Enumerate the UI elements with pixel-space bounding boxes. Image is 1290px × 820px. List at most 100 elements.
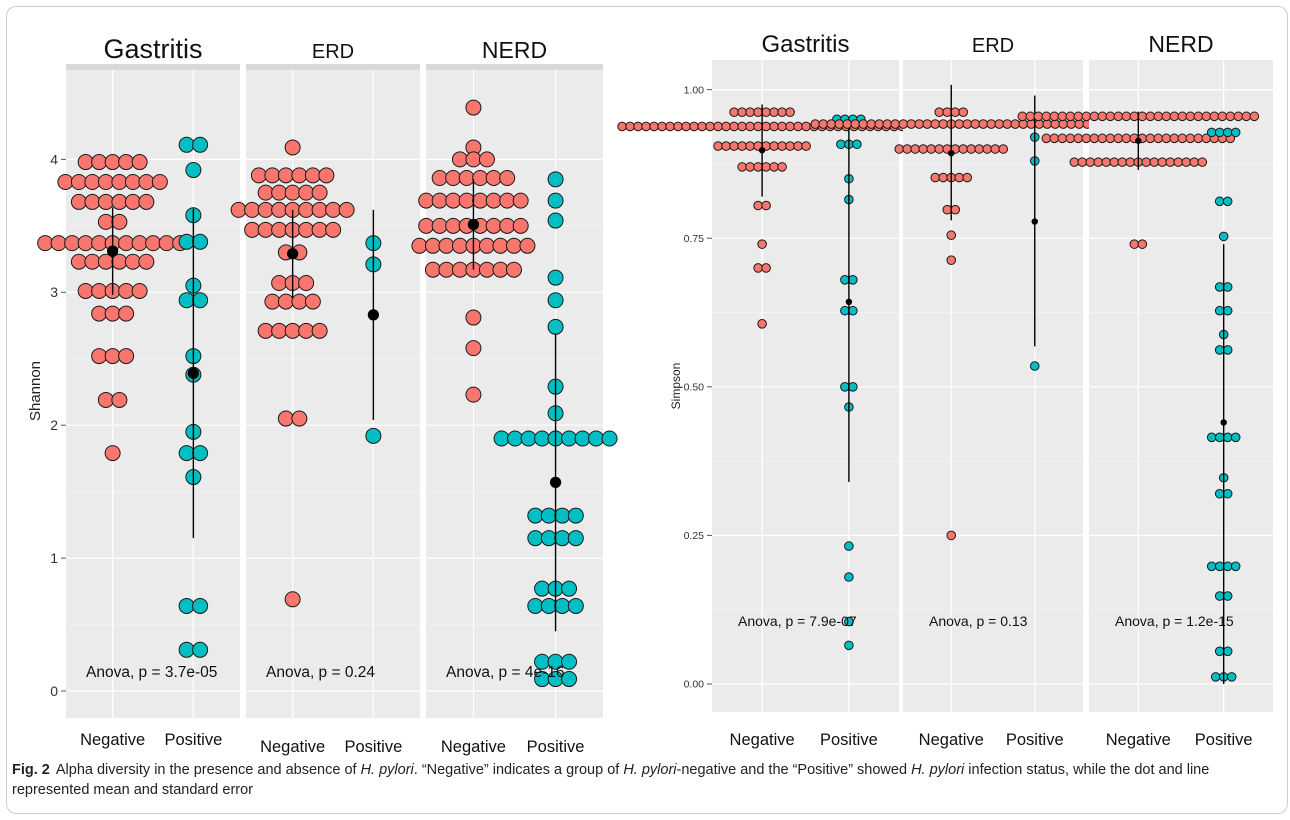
shannon-point-positive bbox=[547, 171, 564, 188]
shannon-point-positive bbox=[178, 641, 195, 658]
simpson-point-negative bbox=[1065, 111, 1076, 122]
shannon-point-positive bbox=[574, 430, 591, 447]
simpson-mean-point-negative bbox=[948, 149, 955, 157]
shannon-mean-point-positive bbox=[549, 476, 562, 488]
simpson-point-negative bbox=[1161, 133, 1172, 144]
simpson-point-positive bbox=[1214, 127, 1225, 138]
simpson-point-negative bbox=[1034, 119, 1045, 129]
simpson-point-positive bbox=[1226, 672, 1237, 682]
caption-label: Fig. 2 bbox=[12, 762, 50, 778]
shannon-point-negative bbox=[50, 235, 67, 252]
shannon-point-negative bbox=[77, 235, 94, 252]
shannon-point-negative bbox=[138, 253, 155, 270]
simpson-point-negative bbox=[1041, 133, 1052, 144]
shannon-point-negative bbox=[298, 221, 315, 238]
simpson-point-positive bbox=[1230, 561, 1241, 572]
simpson-point-negative bbox=[641, 121, 651, 132]
simpson-point-negative bbox=[777, 121, 787, 132]
shannon-point-negative bbox=[70, 193, 87, 210]
simpson-point-negative bbox=[785, 141, 795, 151]
simpson-point-negative bbox=[1145, 133, 1156, 144]
shannon-point-negative bbox=[298, 201, 315, 218]
simpson-point-negative bbox=[1069, 157, 1080, 167]
shannon-point-negative bbox=[257, 184, 274, 201]
shannon-point-negative bbox=[458, 170, 475, 187]
simpson-point-positive bbox=[1222, 646, 1233, 657]
simpson-x-tick-label-negative: Negative bbox=[730, 731, 795, 749]
shannon-mean-point-negative bbox=[107, 245, 119, 257]
shannon-point-negative bbox=[271, 201, 288, 218]
simpson-point-negative bbox=[649, 121, 659, 132]
simpson-point-negative bbox=[769, 141, 779, 151]
shannon-point-negative bbox=[472, 192, 489, 209]
shannon-point-negative bbox=[431, 217, 448, 234]
simpson-point-negative bbox=[705, 121, 715, 132]
shannon-point-negative bbox=[465, 386, 482, 403]
simpson-point-negative bbox=[998, 144, 1009, 154]
simpson-point-negative bbox=[1081, 133, 1092, 144]
shannon-point-positive bbox=[554, 597, 571, 614]
simpson-x-tick-label-positive: Positive bbox=[1195, 731, 1253, 749]
simpson-point-positive bbox=[1222, 432, 1233, 443]
shannon-point-positive bbox=[547, 292, 564, 309]
simpson-point-negative bbox=[958, 107, 969, 117]
simpson-point-negative bbox=[769, 107, 779, 117]
shannon-point-negative bbox=[485, 217, 502, 234]
simpson-point-negative bbox=[761, 107, 771, 117]
simpson-panel-title-erd: ERD bbox=[972, 35, 1014, 57]
shannon-point-negative bbox=[284, 322, 301, 339]
simpson-point-negative bbox=[1161, 111, 1172, 122]
shannon-y-tick-label: 4 bbox=[50, 151, 58, 167]
shannon-point-positive bbox=[178, 292, 195, 309]
simpson-point-negative bbox=[761, 200, 771, 211]
shannon-point-negative bbox=[97, 391, 114, 408]
shannon-x-tick-label-positive: Positive bbox=[527, 738, 585, 756]
simpson-point-negative bbox=[753, 263, 763, 273]
simpson-point-negative bbox=[1073, 133, 1084, 144]
simpson-point-negative bbox=[1125, 157, 1136, 167]
shannon-point-positive bbox=[493, 430, 510, 447]
simpson-point-negative bbox=[1010, 119, 1021, 129]
shannon-point-negative bbox=[131, 154, 148, 171]
shannon-point-negative bbox=[291, 293, 308, 310]
shannon-point-negative bbox=[499, 170, 516, 187]
shannon-point-negative bbox=[91, 348, 108, 365]
shannon-point-negative bbox=[311, 221, 328, 238]
shannon-point-negative bbox=[97, 173, 114, 190]
shannon-point-positive bbox=[178, 445, 195, 462]
shannon-point-negative bbox=[57, 173, 74, 190]
simpson-point-negative bbox=[918, 144, 929, 154]
simpson-point-positive bbox=[844, 640, 854, 651]
simpson-point-negative bbox=[834, 119, 845, 129]
shannon-point-negative bbox=[418, 192, 435, 209]
shannon-point-positive bbox=[547, 212, 564, 229]
shannon-panel-strip bbox=[426, 64, 603, 70]
simpson-point-negative bbox=[1145, 111, 1156, 122]
shannon-point-negative bbox=[257, 201, 274, 218]
simpson-y-axis-label: Simpson bbox=[669, 363, 683, 410]
simpson-y-tick-label: 0.50 bbox=[684, 381, 705, 393]
simpson-point-negative bbox=[858, 119, 869, 129]
simpson-point-negative bbox=[1074, 119, 1085, 129]
simpson-point-negative bbox=[1025, 111, 1036, 122]
simpson-x-tick-label-positive: Positive bbox=[820, 731, 878, 749]
simpson-point-positive bbox=[1214, 345, 1225, 355]
shannon-point-positive bbox=[178, 597, 195, 614]
simpson-point-positive bbox=[1214, 432, 1225, 443]
simpson-point-negative bbox=[990, 144, 1001, 154]
shannon-point-negative bbox=[451, 237, 468, 254]
shannon-point-negative bbox=[118, 282, 135, 299]
simpson-point-negative bbox=[1017, 111, 1028, 122]
simpson-point-positive bbox=[1222, 345, 1233, 355]
simpson-y-tick-label: 1.00 bbox=[684, 84, 705, 96]
shannon-point-negative bbox=[111, 193, 128, 210]
simpson-point-negative bbox=[753, 162, 763, 172]
simpson-point-negative bbox=[1033, 111, 1044, 122]
simpson-anova-annotation: Anova, p = 1.2e-15 bbox=[1115, 613, 1234, 629]
simpson-point-positive bbox=[1222, 127, 1233, 138]
shannon-y-tick-label: 1 bbox=[50, 550, 58, 566]
simpson-point-negative bbox=[882, 119, 893, 129]
simpson-point-negative bbox=[1109, 157, 1120, 167]
simpson-point-negative bbox=[1057, 111, 1068, 122]
simpson-point-negative bbox=[745, 162, 755, 172]
